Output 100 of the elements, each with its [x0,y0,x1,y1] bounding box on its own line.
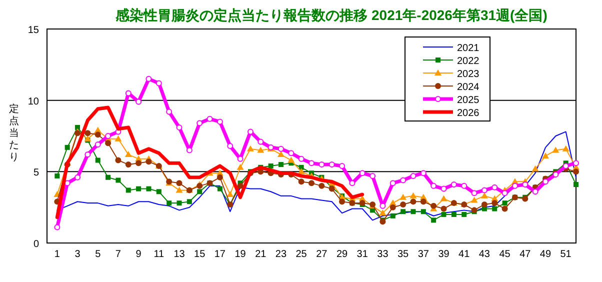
point [216,118,223,125]
point [410,198,416,205]
point [246,145,254,152]
point [450,182,457,188]
point [146,76,152,82]
point [226,190,234,197]
point [400,209,406,214]
point [492,206,498,212]
point [440,186,447,192]
point [116,178,121,183]
point [461,182,468,189]
point [64,144,70,150]
point [258,138,264,145]
point [94,142,101,148]
x-tick-label: 9 [136,249,142,260]
legend-label: 2023 [457,69,480,80]
point [552,146,560,153]
point [176,180,182,186]
point [268,163,274,168]
point [237,182,244,189]
point [410,209,416,214]
point [136,98,142,105]
point [166,108,172,115]
x-tick-label: 13 [174,249,186,260]
point [236,164,244,170]
point [390,180,396,186]
point [84,130,91,136]
point [420,198,426,205]
y-tick-label: 15 [28,25,40,36]
point [176,200,182,206]
point [277,151,284,158]
point [492,200,498,206]
x-tick-label: 51 [560,249,572,260]
point [54,173,60,178]
x-tick-label: 35 [397,249,410,260]
point [522,182,528,188]
point [318,162,325,168]
point [278,146,284,152]
point [462,212,467,217]
x-tick-label: 45 [499,249,511,260]
point [359,170,366,176]
point [217,186,222,192]
x-tick-label: 5 [95,249,102,260]
point [308,160,314,166]
point [410,172,416,179]
point [308,180,314,186]
point [574,182,578,188]
point [298,178,304,185]
point [370,172,376,179]
point [227,142,234,149]
point [124,151,132,158]
x-tick-label: 15 [194,249,206,260]
point [84,135,92,142]
legend-label: 2021 [457,43,480,54]
x-tick-label: 17 [214,249,226,260]
point [440,206,447,212]
legend-label: 2022 [457,56,480,67]
x-tick-label: 23 [275,249,287,260]
x-tick-label: 3 [74,249,81,260]
y-axis-title: 定点当たり [9,103,19,163]
point [106,174,111,180]
point [410,192,417,198]
x-tick-label: 31 [356,249,368,260]
y-tick-label: 0 [33,239,40,250]
point [349,180,356,186]
x-tick-label: 27 [316,249,328,260]
point [54,224,60,230]
point [441,212,446,217]
point [481,187,488,194]
point [288,156,295,163]
point [502,190,508,196]
point [573,160,579,166]
point [470,196,478,203]
point [440,195,448,202]
point [95,158,100,163]
point [126,188,131,193]
point [74,174,81,180]
x-tick-label: 11 [154,249,165,260]
point [257,146,264,153]
point [532,165,539,172]
y-tick-label: 5 [33,168,40,179]
legend-label: 2025 [457,95,480,106]
point [156,80,162,86]
point [420,209,426,214]
point [480,192,488,198]
point [136,186,142,192]
point [573,168,579,175]
point [216,174,223,180]
x-tick-label: 19 [234,249,246,260]
point [502,200,508,206]
x-tick-label: 21 [255,249,267,260]
point [84,152,91,158]
point [400,201,406,208]
point [146,186,152,192]
point [502,206,508,212]
point [197,189,202,194]
point [481,201,488,208]
point [94,132,101,138]
point [114,135,122,142]
point [196,120,203,126]
